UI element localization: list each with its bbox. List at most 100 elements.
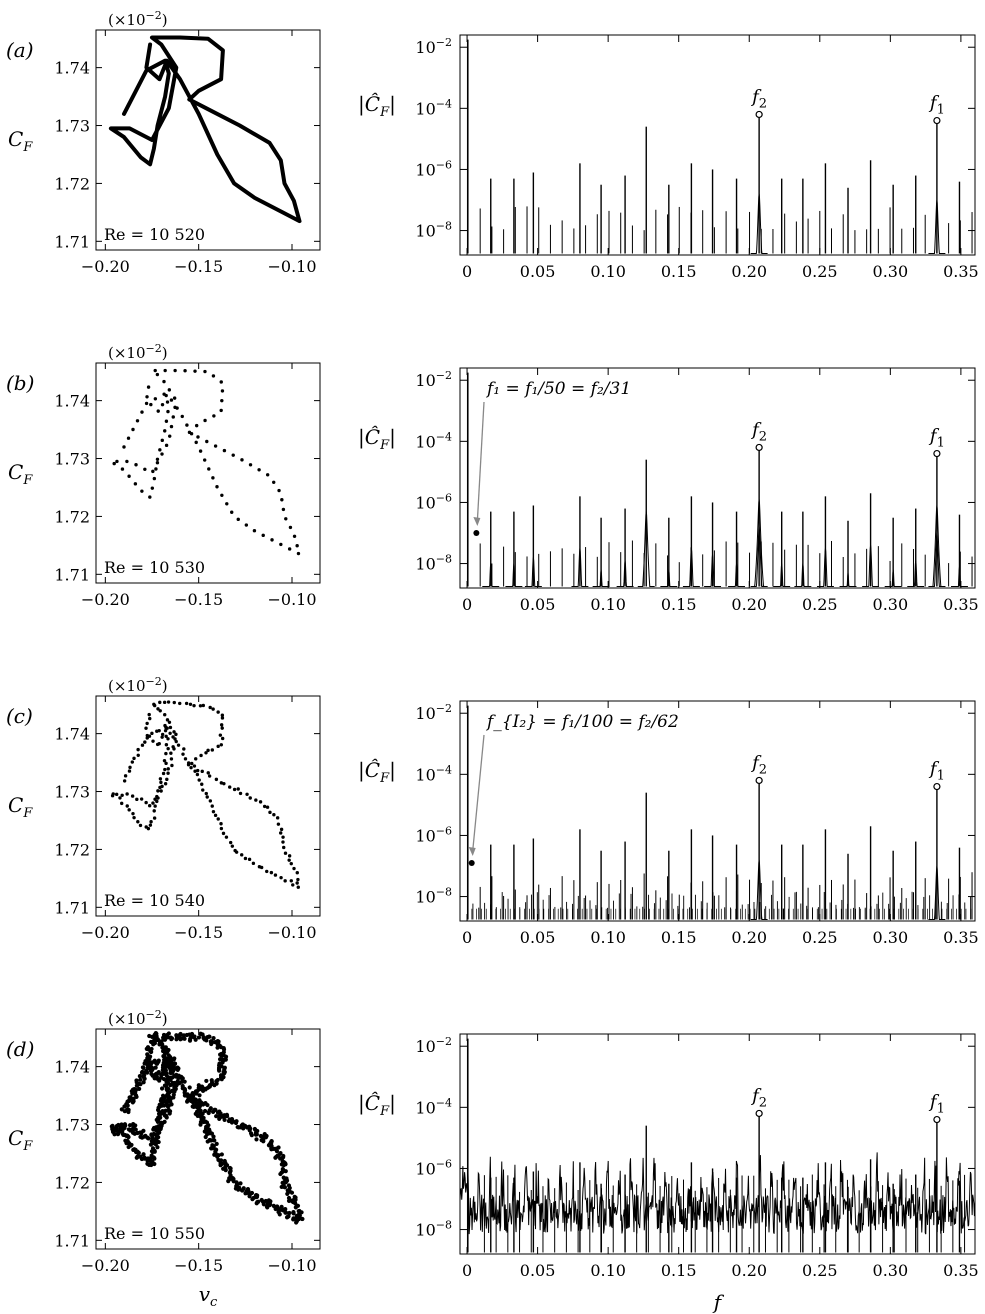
- y-axis-label: CF: [8, 793, 33, 821]
- trajectory-point: [200, 1088, 206, 1093]
- trajectory-point: [261, 1139, 266, 1144]
- trajectory-point: [155, 794, 159, 799]
- trajectory-point: [147, 804, 152, 808]
- trajectory-point: [132, 1131, 137, 1136]
- y-tick-label: 1.72: [54, 507, 90, 526]
- trajectory-point: [283, 879, 287, 883]
- trajectory-point: [295, 871, 299, 875]
- trajectory-point: [220, 726, 224, 730]
- trajectory-point: [123, 774, 128, 778]
- trajectory-point: [159, 1097, 164, 1102]
- trajectory-point: [284, 517, 288, 521]
- trajectory-point: [168, 725, 173, 730]
- trajectory-point: [281, 507, 286, 512]
- x-tick-label: −0.20: [81, 1256, 130, 1275]
- trajectory-point: [286, 1214, 291, 1219]
- trajectory-point: [199, 753, 203, 758]
- y-tick-label: 10−2: [415, 36, 452, 57]
- panel-label: (a): [6, 38, 34, 62]
- y-axis-label-main: C: [8, 1126, 23, 1150]
- trajectory-point: [204, 1078, 209, 1084]
- trajectory-point: [248, 463, 253, 467]
- y-axis-label-main: Ĉ: [365, 1090, 380, 1115]
- trajectory-point: [174, 732, 178, 737]
- x-tick-label: 0.35: [943, 262, 979, 281]
- trajectory-point: [133, 482, 138, 486]
- trajectory-point: [266, 1198, 271, 1203]
- spectrum-panel-0: |ĈF|10−210−410−610−80 0.05 0.10 0.15 0.20 0.2…: [358, 34, 979, 281]
- spectrum-peak: [505, 563, 523, 587]
- trajectory-point: [160, 732, 165, 737]
- y-tick-exponent: −8: [436, 553, 452, 566]
- trajectory-point: [152, 809, 156, 813]
- y-tick-label: 1.71: [54, 232, 90, 251]
- spectrum-peak: [704, 554, 722, 587]
- trajectory-point: [210, 804, 214, 808]
- trajectory-point: [280, 1169, 285, 1174]
- trajectory: [112, 368, 301, 556]
- y-tick-base: 10: [415, 1221, 435, 1240]
- y-axis-label-sub: F: [379, 771, 390, 786]
- re-label: Re = 10 530: [104, 558, 205, 577]
- trajectory-point: [296, 877, 300, 882]
- x-tick-label: −0.20: [81, 923, 130, 942]
- trajectory-point: [112, 1127, 117, 1132]
- trajectory-point: [137, 1086, 142, 1091]
- x-tick-label: 0.35: [943, 1261, 979, 1280]
- trajectory-point: [236, 517, 240, 522]
- trajectory-point: [135, 1149, 140, 1154]
- marker-f2: [755, 110, 763, 119]
- x-tick-label: 0.20: [731, 262, 767, 281]
- trajectory-point: [137, 1074, 142, 1079]
- trajectory-point: [217, 1116, 222, 1121]
- y-tick-base: 10: [415, 160, 435, 179]
- trajectory-point: [140, 489, 144, 493]
- trajectory-point: [141, 1152, 146, 1157]
- trajectory-point: [234, 1180, 239, 1185]
- trajectory-point: [214, 1079, 219, 1084]
- y-axis-label-bar: |: [358, 425, 365, 450]
- trajectory-point: [220, 713, 225, 717]
- trajectory-point: [144, 401, 149, 406]
- x-tick-label: 0.10: [590, 1261, 626, 1280]
- y-tick-exponent: −2: [436, 1035, 452, 1048]
- trajectory-point: [201, 788, 205, 792]
- spectrum-peak: [728, 563, 746, 587]
- trajectory-point: [122, 1125, 127, 1131]
- multiplier-label: (×10−2): [108, 342, 168, 362]
- trajectory-point: [263, 1135, 269, 1140]
- trajectory-point: [287, 854, 292, 858]
- spectrum-frame: [459, 1033, 976, 1255]
- trajectory-point: [295, 881, 299, 885]
- spectrum-peak: [928, 199, 946, 254]
- y-tick-label: 10−8: [415, 553, 452, 574]
- y-tick-label: 10−8: [415, 220, 452, 241]
- spectrum-lines: [466, 705, 973, 920]
- trajectory-point: [244, 523, 249, 527]
- trajectory-point: [151, 739, 155, 743]
- trajectory-point: [125, 459, 129, 464]
- trajectory-point: [159, 780, 163, 785]
- label-f2: f2: [750, 1085, 767, 1110]
- trajectory-point: [120, 793, 124, 797]
- trajectory-point: [132, 1147, 137, 1152]
- trajectory-point: [265, 1205, 270, 1210]
- y-tick-label: 10−2: [415, 369, 452, 390]
- trajectory-point: [112, 461, 116, 466]
- trajectory-point: [166, 737, 170, 741]
- trajectory-point: [281, 835, 285, 839]
- trajectory-point: [156, 789, 160, 793]
- trajectory-point: [254, 798, 258, 802]
- x-tick-label: 0.25: [802, 595, 838, 614]
- y-axis-label-sub: F: [379, 105, 390, 120]
- x-tick-label: 0.25: [802, 1261, 838, 1280]
- trajectory-point: [219, 408, 223, 413]
- y-tick-exponent: −2: [436, 702, 452, 715]
- phase-frame: [95, 362, 321, 584]
- trajectory-point: [124, 1101, 129, 1107]
- y-tick-exponent: −8: [436, 886, 452, 899]
- trajectory-point: [153, 397, 158, 401]
- y-tick-label: 1.73: [54, 1116, 90, 1135]
- trajectory-point: [166, 1031, 171, 1036]
